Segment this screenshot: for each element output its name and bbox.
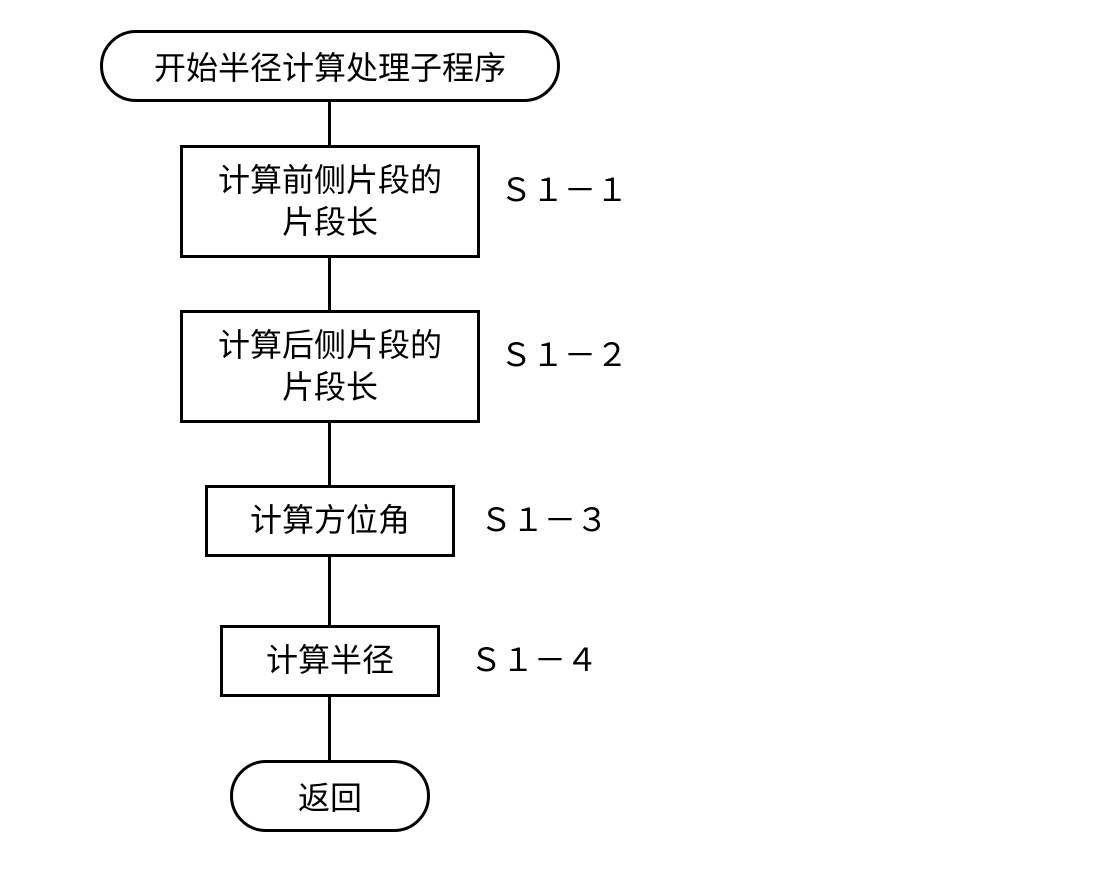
end-terminal: 返回 — [230, 760, 430, 832]
step1-line2: 片段长 — [282, 204, 378, 240]
step2-line2: 片段长 — [282, 369, 378, 405]
step3-process: 计算方位角 — [205, 485, 455, 557]
step2-label: Ｓ１－２ — [500, 330, 628, 376]
step4-text: 计算半径 — [266, 642, 394, 678]
step2-line1: 计算后侧片段的 — [218, 327, 442, 363]
step3-label: Ｓ１－３ — [480, 495, 608, 541]
step3-text: 计算方位角 — [250, 502, 410, 538]
end-text: 返回 — [298, 780, 362, 816]
step1-label: Ｓ１－１ — [500, 165, 628, 211]
step4-process: 计算半径 — [220, 625, 440, 697]
connector-4 — [328, 545, 331, 625]
step1-process: 计算前侧片段的 片段长 — [180, 145, 480, 258]
step2-process: 计算后侧片段的 片段长 — [180, 310, 480, 423]
start-text: 开始半径计算处理子程序 — [154, 50, 506, 86]
step1-line1: 计算前侧片段的 — [218, 162, 442, 198]
step4-label: Ｓ１－４ — [470, 635, 598, 681]
start-terminal: 开始半径计算处理子程序 — [100, 30, 560, 102]
